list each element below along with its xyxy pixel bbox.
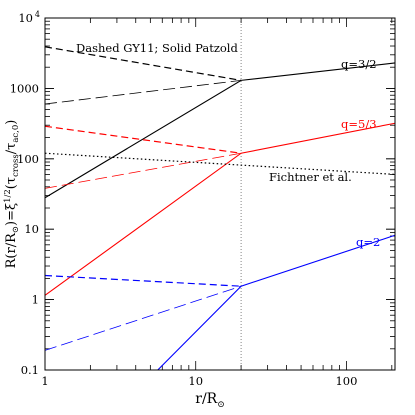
x-axis-label: r/R⊙: [195, 391, 225, 410]
plot-frame: [44, 17, 396, 371]
x-axis-label-sub: ⊙: [217, 400, 225, 410]
y-axis-label-c: )=ξ: [4, 203, 19, 226]
y-tick-label: 100: [17, 152, 39, 166]
y-axis-label-h: ac,0: [11, 125, 21, 143]
y-axis-label-i: ): [4, 120, 19, 125]
series-line-q-2-solid: [157, 234, 396, 371]
axis-ticks: [44, 17, 395, 371]
y-axis-label-b: ⊙: [11, 226, 21, 233]
annotation-q1: q=3/2: [341, 57, 377, 71]
y-tick-label: 1: [32, 293, 39, 307]
series-line-q-5-3-longdash: [44, 152, 242, 189]
y-tick-label: 1000: [10, 81, 39, 95]
y-axis-label-g: /τ: [4, 143, 19, 155]
y-axis-label-f: cross: [11, 154, 21, 177]
y-axis-label: R(r/R⊙)=ξ1/2(τcross/τac,0): [3, 120, 21, 269]
series-line-q-5-3-dashed: [44, 125, 242, 154]
x-axis-label-main: r/R: [195, 391, 217, 407]
annotation-fichtner: Fichtner et al.: [269, 170, 352, 184]
x-tick-label: 1: [41, 374, 48, 388]
x-tick-label: 10: [188, 374, 203, 388]
series-line-fichtner-et-al--dotted: [44, 152, 396, 176]
series-line-q-2-longdash: [44, 285, 242, 351]
annotation-header: Dashed GY11; Solid Patzold: [76, 41, 238, 55]
y-axis-label-a: R(r/R: [4, 232, 19, 268]
series-line-q-3-2-longdash: [44, 79, 242, 105]
series-line-q-3-2-dashed: [44, 46, 242, 81]
y-tick-label: 0.1: [21, 363, 39, 377]
y-tick-label: 10: [24, 222, 39, 236]
series-line-q-2-dashed: [44, 274, 242, 287]
annotation-q3: q=2: [356, 235, 380, 249]
y-axis-label-d: 1/2: [3, 189, 13, 203]
x-tick-label: 100: [335, 374, 357, 388]
y-tick-label-sup: 4: [35, 10, 40, 19]
series-layer: [44, 46, 396, 371]
series-line-q-5-3-solid: [44, 122, 396, 296]
y-axis-label-e: (τ: [4, 177, 19, 189]
annotation-q2: q=5/3: [341, 117, 377, 131]
series-line-q-3-2-solid: [44, 62, 396, 199]
y-tick-label: 10: [18, 11, 33, 25]
